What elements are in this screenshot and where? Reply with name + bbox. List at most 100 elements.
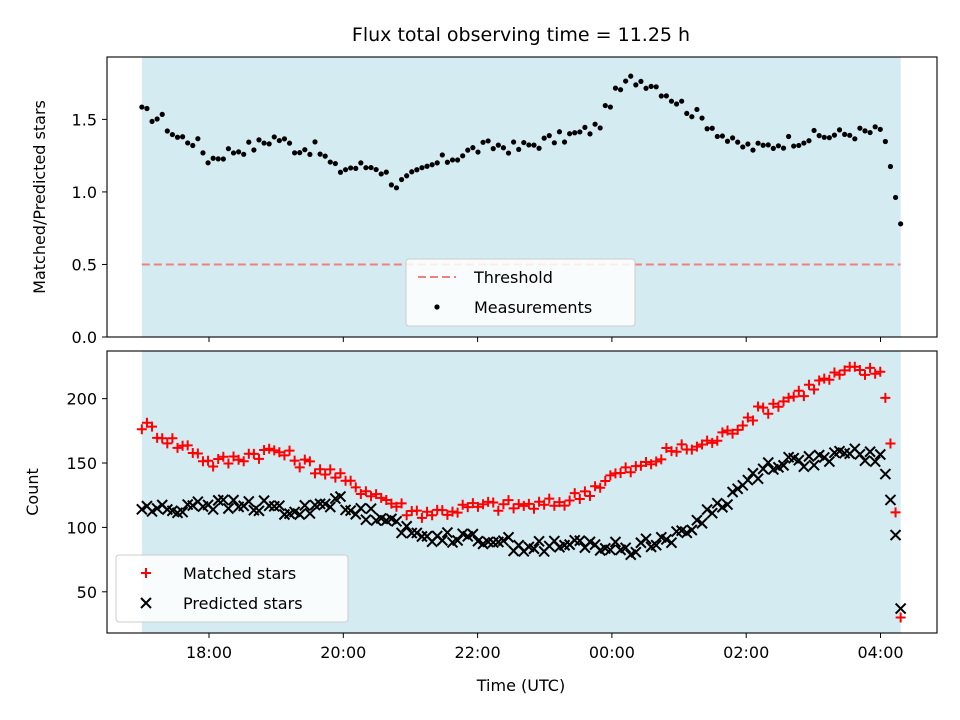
measurement-point — [587, 131, 593, 137]
matched-stars-point — [493, 505, 504, 516]
predicted-stars-point — [650, 539, 662, 551]
x-tick-label: 18:00 — [186, 643, 232, 662]
predicted-stars-point — [253, 505, 265, 517]
matched-stars-point — [625, 467, 636, 478]
matched-stars-point — [646, 459, 657, 470]
matched-stars-point — [635, 460, 646, 471]
predicted-stars-point — [294, 508, 306, 521]
predicted-stars-point — [314, 498, 326, 510]
predicted-stars-point — [528, 543, 540, 555]
measurement-point — [862, 128, 868, 134]
measurement-point — [225, 146, 232, 152]
predicted-stars-point — [304, 507, 316, 520]
measurement-point — [679, 98, 685, 104]
predicted-stars-point — [217, 494, 230, 506]
measurement-point — [572, 130, 578, 136]
measurement-point — [887, 163, 894, 170]
predicted-stars-point — [136, 503, 148, 516]
measurement-point — [511, 139, 517, 145]
measurement-point — [592, 121, 598, 127]
matched-stars-point — [335, 468, 346, 479]
measurement-point — [241, 151, 247, 157]
matched-stars-point — [472, 501, 483, 512]
matched-stars-point — [742, 412, 753, 423]
measurement-point — [251, 147, 257, 153]
matched-stars-point — [676, 439, 687, 450]
measurement-point — [470, 145, 476, 151]
matched-stars-point — [641, 457, 652, 468]
predicted-stars-point — [696, 517, 708, 529]
bottom-y-axis-label: Count — [23, 468, 42, 516]
matched-stars-point — [360, 486, 371, 497]
measurement-point — [353, 165, 359, 172]
matched-stars-point — [167, 433, 178, 444]
predicted-stars-point — [665, 536, 678, 549]
measurement-point — [607, 104, 613, 110]
measurement-point — [653, 84, 659, 90]
measurement-point — [185, 140, 191, 146]
predicted-stars-point — [731, 483, 744, 495]
measurement-point — [485, 138, 491, 144]
measurement-point — [169, 131, 176, 138]
matched-stars-point — [289, 455, 300, 466]
matched-stars-point — [422, 506, 433, 517]
measurement-point — [429, 162, 435, 168]
measurement-point — [383, 169, 389, 175]
matched-stars-point — [396, 498, 407, 509]
y-tick-label: 1.5 — [72, 110, 97, 129]
x-tick-label: 20:00 — [320, 643, 366, 662]
predicted-stars-point — [701, 503, 713, 516]
matched-stars-point — [788, 391, 799, 402]
predicted-stars-point — [390, 515, 403, 527]
matched-stars-point — [208, 461, 219, 472]
measurement-point — [694, 106, 700, 113]
matched-stars-point — [763, 408, 774, 419]
measurement-point — [327, 159, 333, 165]
matched-stars-point — [747, 415, 758, 426]
top-y-axis-label: Matched/Predicted stars — [30, 100, 49, 294]
plot-layer: 0.0 0.5 1.0 1.5 Threshold Measurements 50 100 15… — [66, 56, 938, 662]
measurement-point — [745, 141, 751, 147]
matched-stars-point — [584, 490, 595, 501]
matched-stars-point — [712, 435, 723, 446]
measurement-point — [276, 137, 282, 144]
matched-stars-point — [651, 456, 662, 467]
measurement-point — [775, 143, 782, 149]
predicted-stars-point — [395, 527, 408, 539]
x-tick-label: 02:00 — [723, 643, 769, 662]
measurement-point — [882, 138, 888, 145]
measurement-point — [373, 166, 379, 173]
measurement-point — [516, 146, 522, 153]
measurement-point — [174, 134, 181, 140]
matched-stars-point — [656, 454, 667, 465]
predicted-stars-point — [360, 514, 372, 526]
matched-stars-point — [753, 401, 764, 412]
matched-stars-point — [783, 392, 794, 403]
matched-stars-point — [697, 439, 708, 450]
predicted-stars-point — [176, 506, 189, 518]
matched-stars-point — [824, 374, 835, 385]
measurement-point — [561, 139, 568, 145]
matched-stars-point — [513, 499, 524, 510]
predicted-stars-point — [324, 501, 336, 513]
predicted-stars-point — [533, 535, 545, 548]
measurement-point — [735, 139, 741, 145]
matched-stars-point — [702, 435, 713, 446]
measurement-point — [505, 150, 512, 156]
measurement-point — [801, 140, 807, 146]
matched-stars-point — [691, 441, 702, 452]
predicted-stars-point — [574, 535, 586, 547]
matched-stars-point — [447, 506, 458, 517]
matched-stars-point — [345, 475, 356, 486]
measurement-point — [154, 116, 160, 122]
matched-stars-point — [620, 462, 631, 473]
measurement-point — [582, 124, 588, 130]
predicted-stars-point — [742, 474, 754, 486]
measurement-point — [643, 85, 649, 91]
legend-measurements-swatch — [434, 304, 440, 310]
predicted-stars-point — [874, 448, 886, 461]
measurement-point — [551, 140, 557, 146]
measurement-point — [806, 138, 812, 144]
matched-stars-point — [330, 472, 341, 483]
measurement-point — [149, 118, 155, 125]
